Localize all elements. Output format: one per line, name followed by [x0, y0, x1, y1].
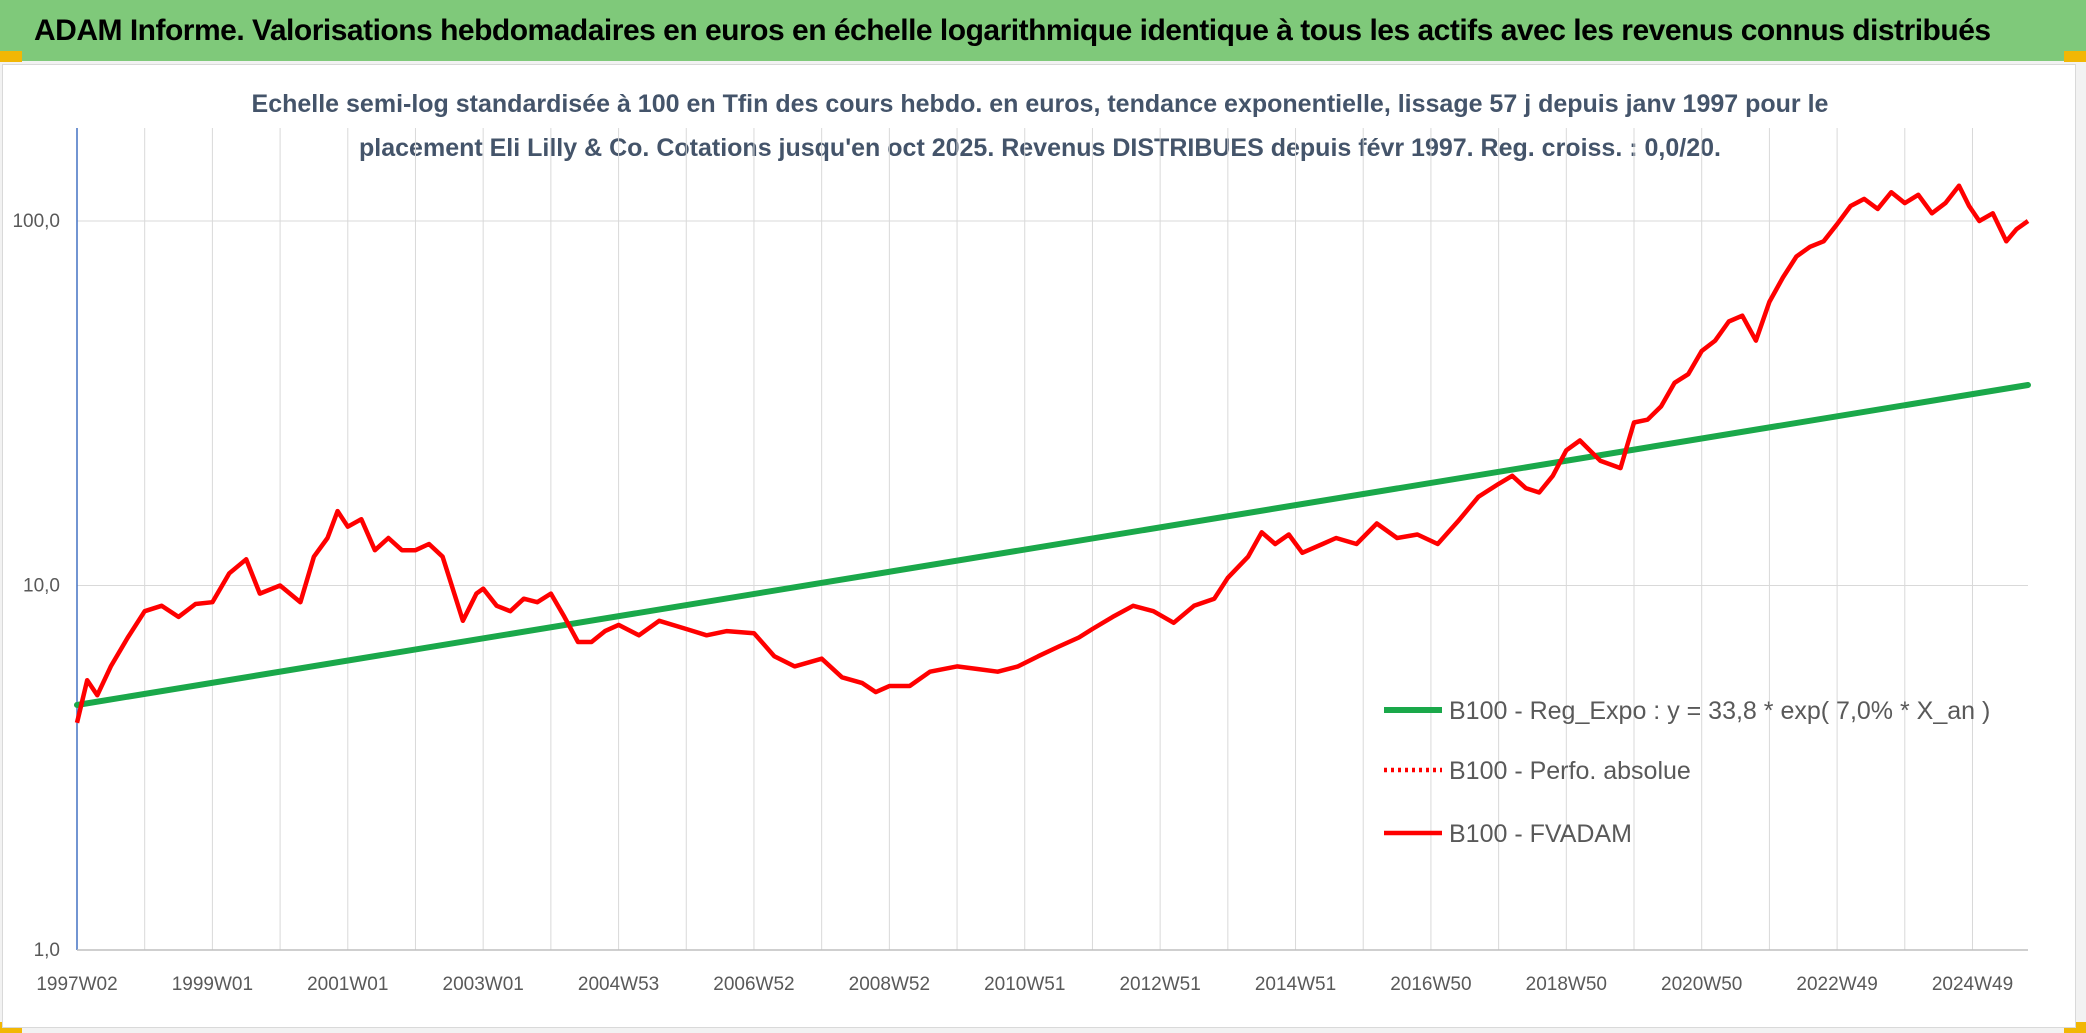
x-tick-label: 2022W49: [1796, 974, 1877, 995]
series-line-reg-expo: [74, 382, 2031, 708]
legend-entry-reg-expo-label: B100 - Reg_Expo : y = 33,8 * exp( 7,0% *…: [1449, 697, 1990, 725]
x-tick-label: 2014W51: [1255, 974, 1336, 995]
x-tick-label: 2016W50: [1390, 974, 1471, 995]
x-tick-label: 2010W51: [984, 974, 1065, 995]
report-title: ADAM Informe. Valorisations hebdomadaire…: [34, 13, 1991, 47]
corner-marker-top-right: [2064, 51, 2086, 62]
grid-lines: [77, 128, 2028, 951]
x-tick-label: 2012W51: [1119, 974, 1200, 995]
x-tick-label: 2024W49: [1932, 974, 2013, 995]
report-banner: ADAM Informe. Valorisations hebdomadaire…: [0, 0, 2086, 61]
chart-axes: [76, 128, 2028, 951]
x-tick-label: 2003W01: [443, 974, 524, 995]
y-tick-label: 10,0: [23, 576, 60, 597]
chart-subtitle: Echelle semi-log standardisée à 100 en T…: [200, 82, 1880, 170]
x-tick-label: 2008W52: [849, 974, 930, 995]
chart-subtitle-line-2: placement Eli Lilly & Co. Cotations jusq…: [359, 134, 1721, 162]
x-tick-label: 2006W52: [713, 974, 794, 995]
chart-subtitle-line-1: Echelle semi-log standardisée à 100 en T…: [251, 90, 1829, 118]
x-tick-label: 1999W01: [172, 974, 253, 995]
legend: B100 - Reg_Expo : y = 33,8 * exp( 7,0% *…: [1384, 697, 1990, 848]
x-tick-label: 2020W50: [1661, 974, 1742, 995]
y-tick-label: 1,0: [34, 940, 60, 961]
y-tick-label: 100,0: [12, 211, 60, 232]
legend-entry-fvadam-label: B100 - FVADAM: [1449, 820, 1632, 848]
x-tick-label: 2001W01: [307, 974, 388, 995]
plot-area: [74, 183, 2031, 724]
corner-marker-top-left: [0, 51, 22, 62]
tick-labels: 1,0 10,0 100,0 1997W02 1999W01 2001W01 2003W01…: [12, 211, 2013, 995]
x-tick-label: 1997W02: [36, 974, 117, 995]
series-line-fvadam: [74, 183, 2030, 724]
x-tick-label: 2004W53: [578, 974, 659, 995]
legend-entry-perfo-label: B100 - Perfo. absolue: [1449, 757, 1691, 785]
x-tick-label: 2018W50: [1526, 974, 1607, 995]
